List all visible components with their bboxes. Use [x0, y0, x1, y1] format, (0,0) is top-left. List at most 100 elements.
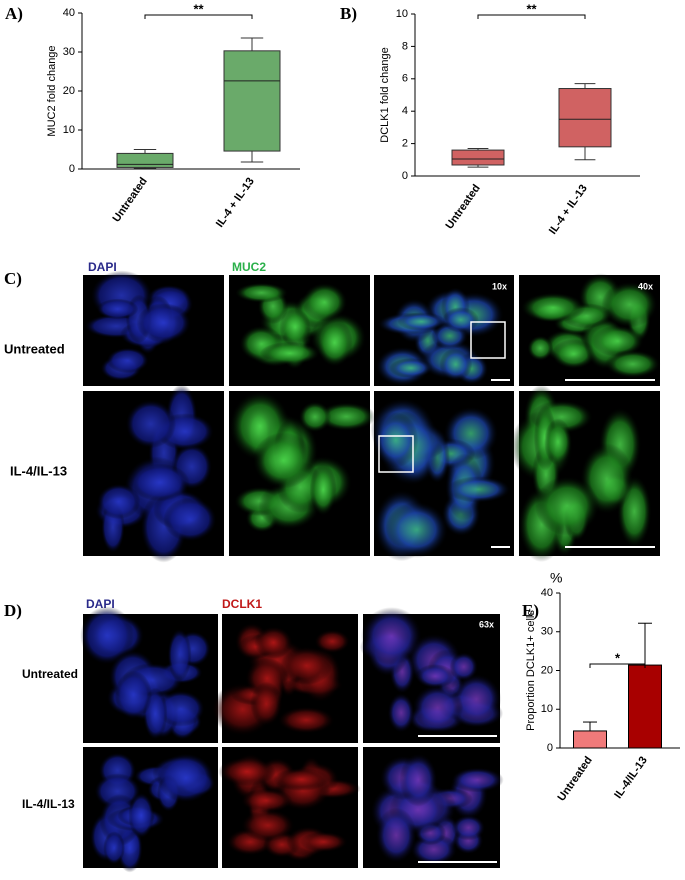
y-tick-label: 10 — [541, 703, 553, 715]
stain — [534, 476, 600, 536]
y-tick-label: 40 — [541, 587, 553, 599]
panel-label: D) — [4, 601, 22, 620]
x-tick-label: Untreated — [111, 176, 150, 225]
y-tick-label: 0 — [69, 163, 75, 175]
y-axis-title: DCLK1 fold change — [379, 47, 391, 142]
stain — [106, 347, 149, 374]
panel-label: B) — [340, 4, 357, 23]
stain — [80, 606, 134, 665]
significance: ** — [526, 1, 537, 16]
stain — [372, 412, 419, 468]
stain — [163, 497, 217, 542]
significance: ** — [193, 1, 204, 16]
stain — [254, 626, 293, 659]
stain — [218, 757, 276, 787]
stain — [125, 399, 177, 449]
y-tick-label: 20 — [541, 664, 553, 676]
stain — [259, 341, 321, 365]
inset-box — [378, 435, 414, 473]
heading: MUC2 — [232, 260, 266, 274]
stain — [273, 767, 330, 792]
stain — [591, 325, 644, 357]
y-axis-title: Proportion DCLK1+ cells — [525, 610, 537, 731]
panel-label: C) — [4, 269, 22, 288]
stain — [316, 402, 376, 431]
stain — [252, 432, 314, 489]
x-tick-label: IL-4/IL-13 — [612, 755, 650, 801]
stain — [412, 684, 464, 732]
y-tick-label: 4 — [402, 105, 408, 117]
micrographs — [80, 270, 661, 873]
bar — [628, 664, 662, 749]
y-tick-label: 40 — [63, 7, 75, 19]
magnification: 40x — [638, 281, 653, 291]
x-tick-label: Untreated — [556, 755, 595, 804]
y-tick-label: 8 — [402, 40, 408, 52]
y-tick-label: 6 — [402, 73, 408, 85]
stain — [277, 706, 335, 734]
stain — [240, 788, 293, 813]
panel-label: A) — [5, 4, 23, 23]
stain — [520, 292, 586, 323]
stain — [439, 347, 473, 382]
box — [223, 50, 281, 152]
stain — [250, 681, 283, 727]
stain — [387, 692, 415, 733]
box — [116, 152, 174, 168]
y-tick-label: 10 — [63, 124, 75, 136]
stain — [604, 350, 661, 379]
y-tick-label: 30 — [63, 46, 75, 58]
stain — [314, 629, 351, 654]
box — [451, 149, 505, 166]
stain — [360, 607, 423, 665]
y-tick-label: 0 — [402, 170, 408, 182]
stain — [449, 652, 479, 682]
stain — [301, 282, 348, 322]
stain — [97, 483, 141, 520]
inset-box — [470, 321, 506, 359]
y-tick-label: 10 — [396, 8, 408, 20]
stain — [279, 308, 311, 347]
stain — [280, 646, 333, 685]
stain — [544, 418, 572, 466]
stain — [451, 814, 486, 841]
stain — [601, 281, 658, 328]
stain — [309, 463, 337, 516]
y-tick-label: 0 — [547, 742, 553, 754]
magnification: 10x — [492, 281, 507, 291]
x-tick-label: IL-4 + IL-13 — [547, 183, 590, 237]
stain — [298, 401, 332, 433]
panel-label: E) — [522, 601, 539, 620]
bar — [573, 730, 607, 749]
x-tick-label: IL-4 + IL-13 — [214, 176, 257, 230]
heading: DAPI — [88, 260, 117, 274]
row-label: Untreated — [4, 341, 65, 356]
stain — [96, 298, 139, 320]
stain — [399, 753, 438, 807]
stain — [527, 335, 554, 361]
stain — [451, 767, 504, 793]
y-tick-label: 30 — [541, 626, 553, 638]
y-tick-label: 2 — [402, 138, 408, 150]
magnification: 63x — [479, 619, 494, 629]
stain — [385, 501, 449, 558]
stain — [240, 809, 295, 842]
box — [558, 88, 612, 148]
significance: * — [615, 650, 621, 665]
heading: DCLK1 — [222, 597, 262, 611]
stain — [299, 831, 348, 853]
stain — [128, 792, 155, 839]
row-label: Untreated — [22, 667, 78, 681]
significance-bracket — [477, 14, 586, 19]
stain — [157, 753, 215, 803]
stain — [451, 673, 502, 725]
row-label: IL-4/IL-13 — [10, 463, 67, 478]
y-tick-label: 20 — [63, 85, 75, 97]
significance-bracket — [589, 663, 646, 668]
stain — [397, 312, 446, 331]
stain — [167, 628, 192, 682]
stain — [375, 807, 417, 864]
significance-bracket — [144, 14, 253, 19]
y-unit: % — [550, 570, 562, 586]
